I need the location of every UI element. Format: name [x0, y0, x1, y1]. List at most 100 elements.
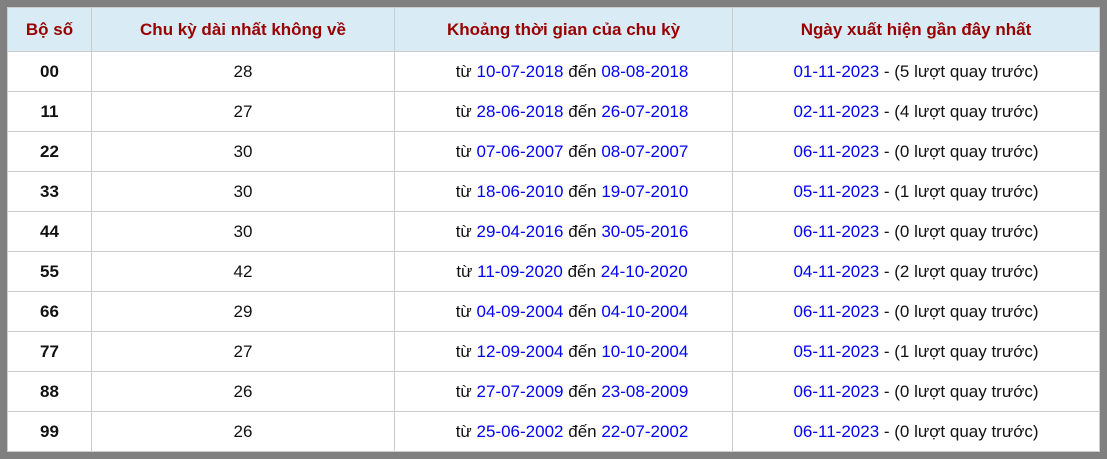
- cycle-value: 30: [91, 131, 395, 172]
- recent-cell: 05-11-2023 - (1 lượt quay trước): [732, 331, 1100, 372]
- recent-suffix: - (1 lượt quay trước): [883, 181, 1039, 201]
- period-end-date-link[interactable]: 26-07-2018: [601, 101, 689, 121]
- pair-value: 22: [7, 131, 92, 172]
- cycle-value: 27: [91, 91, 395, 132]
- period-cell: từ 10-07-2018 đến 08-08-2018: [394, 51, 733, 92]
- table-row: 77 27 từ 12-09-2004 đến 10-10-2004 05-11…: [7, 331, 1100, 372]
- table-row: 66 29 từ 04-09-2004 đến 04-10-2004 06-11…: [7, 291, 1100, 332]
- period-cell: từ 11-09-2020 đến 24-10-2020: [394, 251, 733, 292]
- period-cell: từ 27-07-2009 đến 23-08-2009: [394, 371, 733, 412]
- period-cell: từ 28-06-2018 đến 26-07-2018: [394, 91, 733, 132]
- table-row: 00 28 từ 10-07-2018 đến 08-08-2018 01-11…: [7, 51, 1100, 92]
- recent-suffix: - (0 lượt quay trước): [883, 141, 1039, 161]
- pair-value: 99: [7, 411, 92, 452]
- table-row: 11 27 từ 28-06-2018 đến 26-07-2018 02-11…: [7, 91, 1100, 132]
- recent-suffix: - (0 lượt quay trước): [883, 221, 1039, 241]
- pair-value: 11: [7, 91, 92, 132]
- period-cell: từ 07-06-2007 đến 08-07-2007: [394, 131, 733, 172]
- cycle-value: 26: [91, 371, 395, 412]
- recent-cell: 06-11-2023 - (0 lượt quay trước): [732, 411, 1100, 452]
- from-label: từ: [455, 301, 472, 321]
- lottery-cycle-table: Bộ số Chu kỳ dài nhất không về Khoảng th…: [7, 7, 1100, 452]
- pair-value: 77: [7, 331, 92, 372]
- recent-date-link[interactable]: 06-11-2023: [793, 421, 880, 441]
- to-label: đến: [568, 61, 597, 81]
- period-cell: từ 18-06-2010 đến 19-07-2010: [394, 171, 733, 212]
- cycle-value: 27: [91, 331, 395, 372]
- period-cell: từ 25-06-2002 đến 22-07-2002: [394, 411, 733, 452]
- cycle-value: 30: [91, 211, 395, 252]
- recent-suffix: - (4 lượt quay trước): [883, 101, 1039, 121]
- period-cell: từ 12-09-2004 đến 10-10-2004: [394, 331, 733, 372]
- recent-suffix: - (5 lượt quay trước): [883, 61, 1039, 81]
- to-label: đến: [568, 421, 597, 441]
- period-start-date-link[interactable]: 18-06-2010: [476, 181, 564, 201]
- period-end-date-link[interactable]: 08-08-2018: [601, 61, 689, 81]
- to-label: đến: [568, 181, 597, 201]
- from-label: từ: [455, 421, 472, 441]
- recent-date-link[interactable]: 04-11-2023: [793, 261, 880, 281]
- recent-suffix: - (0 lượt quay trước): [883, 381, 1039, 401]
- recent-cell: 06-11-2023 - (0 lượt quay trước): [732, 131, 1100, 172]
- recent-date-link[interactable]: 06-11-2023: [793, 141, 880, 161]
- period-cell: từ 29-04-2016 đến 30-05-2016: [394, 211, 733, 252]
- period-start-date-link[interactable]: 12-09-2004: [476, 341, 564, 361]
- recent-date-link[interactable]: 05-11-2023: [793, 181, 880, 201]
- recent-date-link[interactable]: 01-11-2023: [793, 61, 880, 81]
- recent-date-link[interactable]: 06-11-2023: [793, 301, 880, 321]
- period-end-date-link[interactable]: 30-05-2016: [601, 221, 689, 241]
- recent-cell: 05-11-2023 - (1 lượt quay trước): [732, 171, 1100, 212]
- period-start-date-link[interactable]: 07-06-2007: [476, 141, 564, 161]
- recent-cell: 01-11-2023 - (5 lượt quay trước): [732, 51, 1100, 92]
- from-label: từ: [455, 101, 472, 121]
- to-label: đến: [568, 101, 597, 121]
- table-row: 33 30 từ 18-06-2010 đến 19-07-2010 05-11…: [7, 171, 1100, 212]
- recent-suffix: - (0 lượt quay trước): [883, 301, 1039, 321]
- period-start-date-link[interactable]: 28-06-2018: [476, 101, 564, 121]
- table-row: 88 26 từ 27-07-2009 đến 23-08-2009 06-11…: [7, 371, 1100, 412]
- from-label: từ: [455, 141, 472, 161]
- from-label: từ: [455, 381, 472, 401]
- period-cell: từ 04-09-2004 đến 04-10-2004: [394, 291, 733, 332]
- period-end-date-link[interactable]: 23-08-2009: [601, 381, 689, 401]
- period-start-date-link[interactable]: 27-07-2009: [476, 381, 564, 401]
- period-start-date-link[interactable]: 29-04-2016: [476, 221, 564, 241]
- header-period: Khoảng thời gian của chu kỳ: [394, 7, 733, 52]
- cycle-value: 26: [91, 411, 395, 452]
- period-end-date-link[interactable]: 04-10-2004: [601, 301, 689, 321]
- to-label: đến: [568, 221, 597, 241]
- period-start-date-link[interactable]: 10-07-2018: [476, 61, 564, 81]
- period-end-date-link[interactable]: 22-07-2002: [601, 421, 689, 441]
- recent-date-link[interactable]: 06-11-2023: [793, 221, 880, 241]
- period-start-date-link[interactable]: 04-09-2004: [476, 301, 564, 321]
- recent-date-link[interactable]: 05-11-2023: [793, 341, 880, 361]
- period-end-date-link[interactable]: 24-10-2020: [600, 261, 688, 281]
- table-row: 99 26 từ 25-06-2002 đến 22-07-2002 06-11…: [7, 411, 1100, 452]
- to-label: đến: [568, 381, 597, 401]
- table-row: 44 30 từ 29-04-2016 đến 30-05-2016 06-11…: [7, 211, 1100, 252]
- pair-value: 33: [7, 171, 92, 212]
- period-start-date-link[interactable]: 11-09-2020: [477, 261, 563, 281]
- header-recent: Ngày xuất hiện gần đây nhất: [732, 7, 1100, 52]
- pair-value: 55: [7, 251, 92, 292]
- cycle-value: 42: [91, 251, 395, 292]
- period-end-date-link[interactable]: 10-10-2004: [601, 341, 689, 361]
- from-label: từ: [455, 221, 472, 241]
- period-end-date-link[interactable]: 19-07-2010: [601, 181, 689, 201]
- from-label: từ: [456, 261, 473, 281]
- from-label: từ: [455, 341, 472, 361]
- recent-date-link[interactable]: 06-11-2023: [793, 381, 880, 401]
- recent-cell: 06-11-2023 - (0 lượt quay trước): [732, 371, 1100, 412]
- table-row: 22 30 từ 07-06-2007 đến 08-07-2007 06-11…: [7, 131, 1100, 172]
- recent-cell: 02-11-2023 - (4 lượt quay trước): [732, 91, 1100, 132]
- pair-value: 00: [7, 51, 92, 92]
- cycle-value: 30: [91, 171, 395, 212]
- header-cycle: Chu kỳ dài nhất không về: [91, 7, 395, 52]
- recent-suffix: - (0 lượt quay trước): [883, 421, 1039, 441]
- period-end-date-link[interactable]: 08-07-2007: [601, 141, 689, 161]
- from-label: từ: [455, 61, 472, 81]
- period-start-date-link[interactable]: 25-06-2002: [476, 421, 564, 441]
- recent-date-link[interactable]: 02-11-2023: [793, 101, 880, 121]
- from-label: từ: [455, 181, 472, 201]
